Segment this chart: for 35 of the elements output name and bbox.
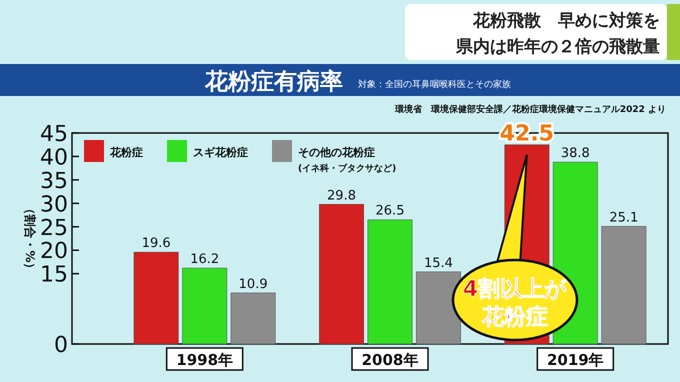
text: 県内は昨年の２倍の飛散量 <box>455 37 660 57</box>
x-tick-label: 2008年 <box>362 351 418 369</box>
legend-label: その他の花粉症 (イネ科・ブタクサなど) <box>298 146 396 174</box>
bar <box>182 268 228 344</box>
y-tick-label: 20 <box>40 239 68 264</box>
bar <box>230 292 276 344</box>
data-label: 29.8 <box>327 188 356 204</box>
y-axis-title: （割合・%） <box>23 202 37 275</box>
data-label: 25.1 <box>609 210 638 226</box>
legend-label: スギ花粉症 <box>193 146 248 159</box>
text: 花粉飛散 早めに対策を <box>472 11 660 31</box>
bar <box>319 204 364 344</box>
bar <box>368 219 412 344</box>
data-label: 10.9 <box>238 276 268 292</box>
chart-title: 花粉症有病率 <box>204 68 343 95</box>
text: 環境省 環境保健部安全課／花粉症環境保健マニュアル2022 より <box>394 104 666 115</box>
legend-label: 花粉症 <box>109 146 143 159</box>
data-label: 15.4 <box>424 256 453 271</box>
y-tick-label: 35 <box>40 168 68 194</box>
bar <box>134 252 179 344</box>
y-tick-label: 0 <box>54 333 68 358</box>
annotation: 4割以上が花粉症 <box>462 277 568 330</box>
data-label: 38.8 <box>560 146 590 162</box>
data-label: 26.5 <box>376 204 404 219</box>
data-label: 16.2 <box>190 252 220 268</box>
data-label: 19.6 <box>142 236 171 252</box>
y-tick-label: 45 <box>40 122 68 147</box>
chart-subtitle: 対象：全国の耳鼻咽喉科医とその家族 <box>358 79 511 90</box>
y-tick-label: 40 <box>40 145 68 170</box>
x-tick-label: 1998年 <box>176 351 234 369</box>
x-tick-label: 2019年 <box>546 351 604 369</box>
y-tick-label: 15 <box>40 262 68 288</box>
y-tick-label: 30 <box>40 192 68 218</box>
y-tick-label: 25 <box>40 216 68 241</box>
bar <box>601 226 646 344</box>
